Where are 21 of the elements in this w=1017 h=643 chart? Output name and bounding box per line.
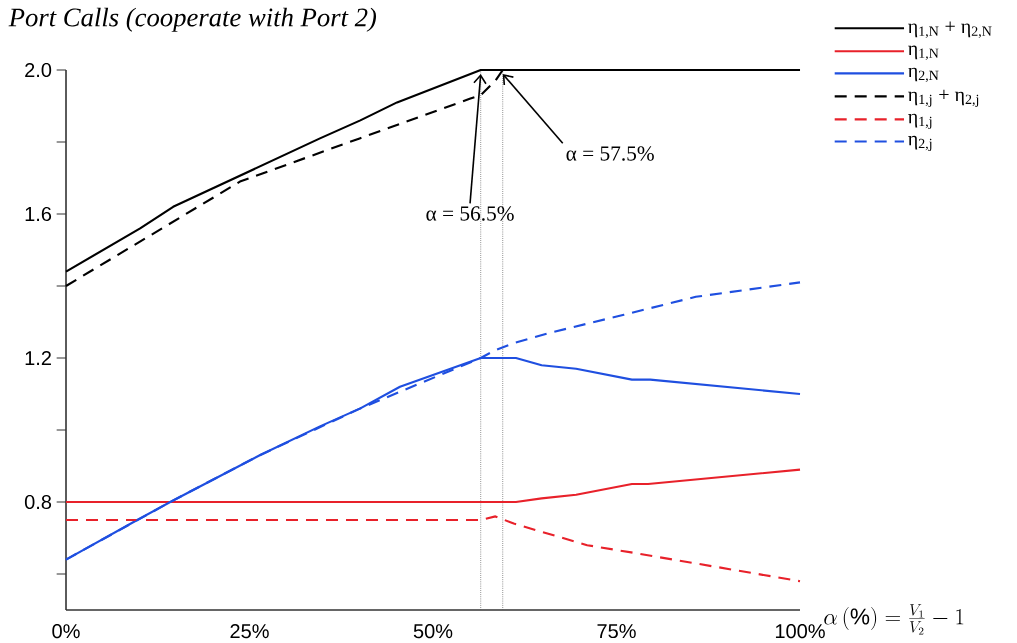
y-tick-label: 2.0 bbox=[25, 62, 52, 78]
annotation: α = 56.5% bbox=[426, 206, 514, 221]
x-tick-label: 100% bbox=[775, 624, 825, 639]
legend-label: η$_{1,N}$ bbox=[908, 45, 939, 61]
x-tick-label: 25% bbox=[230, 624, 269, 639]
legend-label: η$_{1,N}$ + η$_{2,N}$ bbox=[908, 21, 992, 38]
line-series bbox=[64, 515, 802, 583]
legend-label: η$_{2,N}$ bbox=[908, 67, 939, 83]
annotation: α = 57.5% bbox=[566, 146, 654, 161]
y-tick-label: 1.2 bbox=[25, 351, 51, 365]
y-tick-label: 1.6 bbox=[25, 206, 52, 222]
x-tick-label: 50% bbox=[413, 624, 453, 639]
line-series bbox=[64, 468, 802, 504]
chart-title: Port Calls (cooperate with Port 2) bbox=[8, 7, 377, 32]
y-tick-label: 0.8 bbox=[24, 494, 52, 510]
legend-label: η$_{1,j}$ bbox=[908, 113, 932, 129]
x-axis-title: $\alpha\left(\%\right)=\frac{V_1}{V_2}-1$ bbox=[824, 604, 964, 635]
x-tick-label: 75% bbox=[597, 624, 636, 639]
legend-label: η$_{1,j}$ + η$_{2,j}$ bbox=[908, 89, 979, 107]
legend-label: η$_{2,j}$ bbox=[908, 135, 932, 152]
x-tick-label: 0% bbox=[52, 624, 80, 639]
